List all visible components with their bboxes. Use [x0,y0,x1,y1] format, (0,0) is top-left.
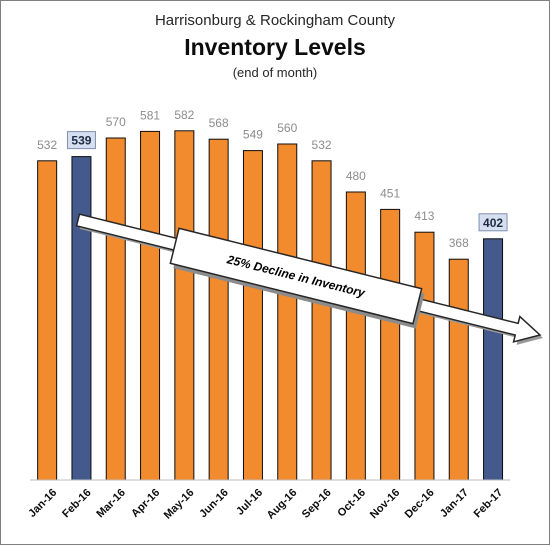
value-label-box-feb-17 [478,213,508,232]
chart-note: (end of month) [232,65,318,80]
bar-jul-16 [242,150,263,481]
x-tick-jul-16: Jul-16 [234,487,265,518]
value-label-mar-16: 570 [106,115,126,129]
bar-apr-16 [140,130,161,481]
bars-group [37,130,504,481]
chart-subtitle: Inventory Levels [184,34,366,60]
value-label-jul-16: 549 [243,128,263,142]
bar-oct-16 [345,191,366,481]
value-label-box-feb-16 [66,131,96,150]
x-tick-apr-16: Apr-16 [129,487,162,520]
bar-mar-16 [105,137,126,481]
bar-jan-16 [37,160,58,481]
trend-label-box [169,227,423,325]
x-tick-may-16: May-16 [162,487,197,522]
x-tick-jan-16: Jan-16 [26,487,59,520]
value-label-apr-16: 581 [140,108,160,122]
value-label-nov-16: 451 [380,186,400,200]
bar-nov-16 [380,208,401,481]
bar-sep-16 [311,160,332,481]
bar-jun-16 [208,138,229,481]
trend-annotation: 25% Decline in Inventory [75,213,543,345]
value-label-oct-16: 480 [346,169,366,183]
x-tick-aug-16: Aug-16 [265,487,300,522]
value-label-sep-16: 532 [312,138,332,152]
x-tick-feb-17: Feb-17 [472,487,506,521]
x-tick-nov-16: Nov-16 [368,487,402,521]
x-tick-jun-16: Jun-16 [197,487,231,521]
value-label-may-16: 582 [174,108,194,122]
x-tick-sep-16: Sep-16 [300,487,334,521]
value-label-jun-16: 568 [209,116,229,130]
value-labels-group: 532 539 570 581 582 568 549 560 532 480 451 413 368 4… [37,108,508,250]
bar-may-16 [174,130,195,481]
bar-jan-17 [448,258,469,481]
x-tick-mar-16: Mar-16 [94,487,128,521]
bar-dec-16 [414,231,435,481]
x-tick-feb-16: Feb-16 [60,487,94,521]
bar-feb-17 [483,238,504,481]
bar-feb-16 [71,156,92,481]
value-label-dec-16: 413 [414,209,434,223]
bar-aug-16 [277,143,298,481]
x-tick-dec-16: Dec-16 [403,487,437,521]
value-label-aug-16: 560 [277,121,297,135]
trend-label-group: 25% Decline in Inventory [169,227,425,329]
value-label-jan-17: 368 [449,236,469,250]
value-label-feb-16: 539 [71,134,91,148]
x-tick-oct-16: Oct-16 [335,487,368,520]
x-tick-labels-group: Jan-16 Feb-16 Mar-16 Apr-16 May-16 Jun-16 Jul-… [26,487,505,522]
value-label-jan-16: 532 [37,138,57,152]
chart-title: Harrisonburg & Rockingham County [154,12,396,29]
value-label-feb-17: 402 [483,216,503,230]
x-tick-jan-17: Jan-17 [438,487,471,520]
